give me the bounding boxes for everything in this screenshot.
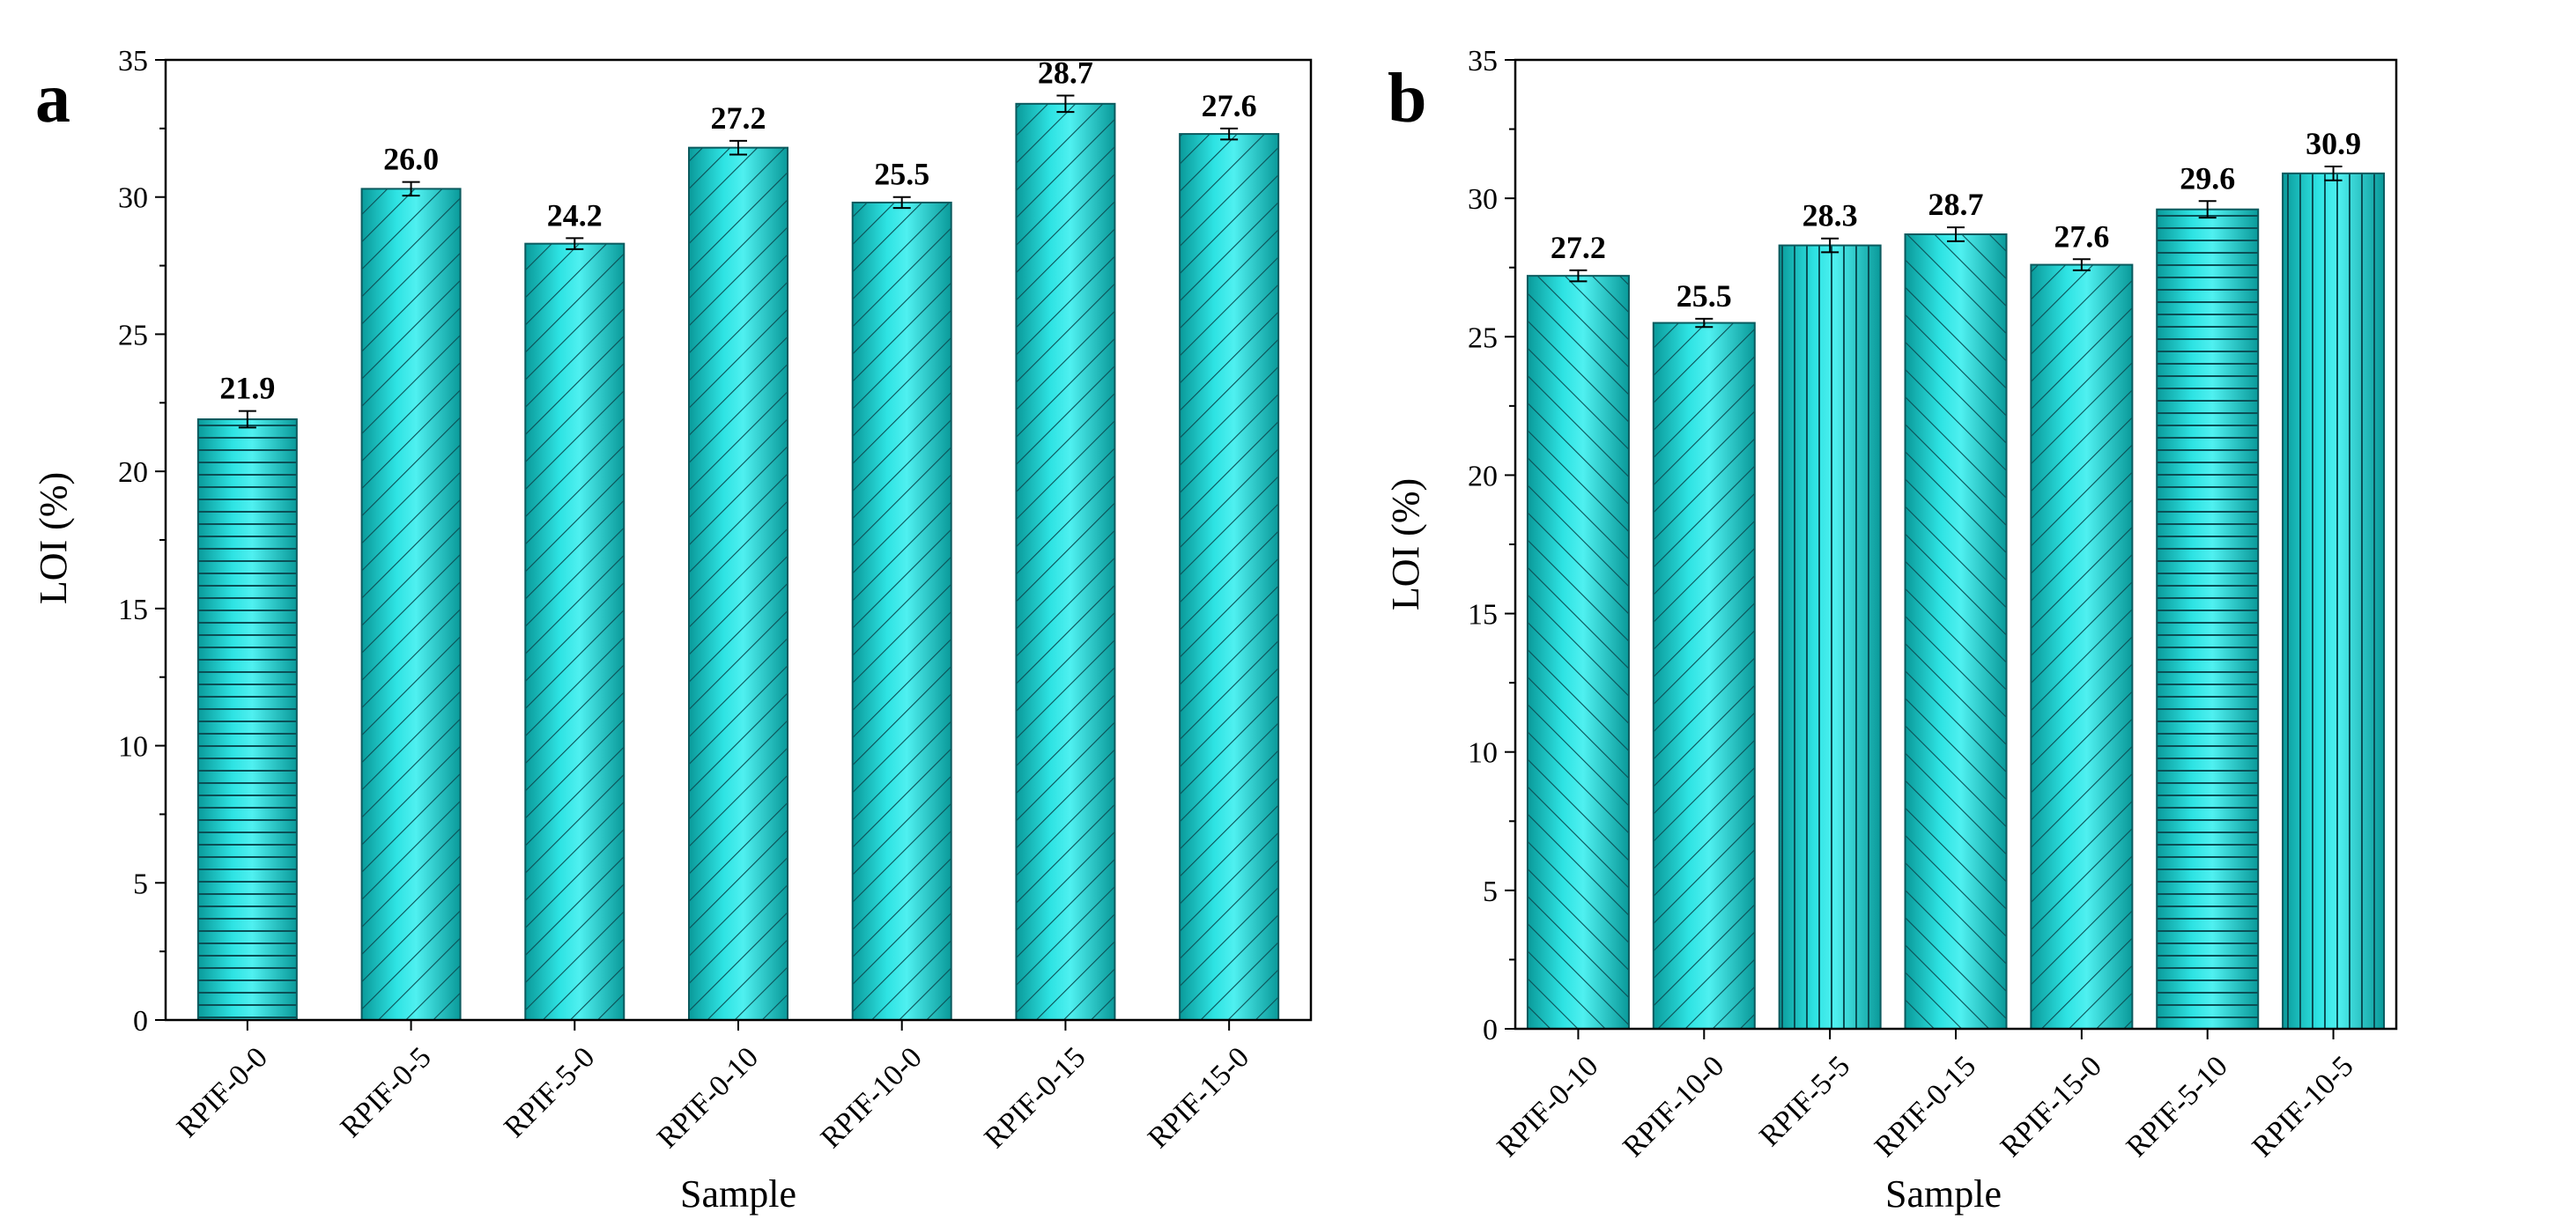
panel-b-bar-5-hatch [2030, 263, 2134, 1031]
panel-b-y-tick-label-5: 5 [1483, 876, 1498, 908]
panel-b-y-tick-label-30: 30 [1468, 183, 1498, 216]
panel-a-y-axis-title: LOI (%) [32, 472, 75, 604]
panel-a-x-tick-label-4: RPIF-0-10 [651, 1041, 765, 1155]
panel-a-x-tick-label-6: RPIF-0-15 [978, 1041, 1092, 1155]
panel-b-data-label-6: 29.6 [2180, 160, 2235, 196]
panel-a-y-tick-label-10: 10 [118, 731, 148, 764]
panel-b-x-tick-label-5: RPIF-15-0 [1995, 1050, 2108, 1164]
panel-a-y-tick-label-0: 0 [133, 1005, 148, 1038]
panel-b-y-tick-label-35: 35 [1468, 45, 1498, 78]
panel-a-y-tick-label-15: 15 [118, 594, 148, 626]
panel-b-y-tick-label-15: 15 [1468, 599, 1498, 632]
panel-b-plot: 27.2 RPIF-0-10 25.5 RPIF-10-0 28.3 RPIF-5-5 28… [1468, 45, 2398, 1164]
panel-b-data-label-1: 27.2 [1551, 230, 1606, 265]
panel-a-x-tick-label-5: RPIF-10-0 [815, 1041, 929, 1155]
panel-a-label: a [35, 60, 70, 137]
panel-b-x-tick-label-2: RPIF-10-0 [1617, 1050, 1730, 1164]
panel-b-y-tick-label-25: 25 [1468, 322, 1498, 354]
panel-a-data-label-1: 21.9 [219, 371, 275, 406]
panel-a-x-axis-title: Sample [680, 1172, 796, 1216]
panel-a-bar-5-hatch [851, 201, 952, 1021]
panel-b-bar-6-hatch [2156, 208, 2260, 1030]
panel-a-data-label-5: 25.5 [874, 157, 929, 192]
panel-b-y-tick-label-10: 10 [1468, 737, 1498, 770]
panel-b-bar-3-hatch [1778, 244, 1882, 1031]
panel-a-bar-3-hatch [524, 242, 625, 1021]
panel-a-data-label-2: 26.0 [383, 142, 439, 177]
panel-a-x-tick-label-1: RPIF-0-0 [171, 1041, 274, 1144]
panel-a-bar-4-hatch [688, 146, 788, 1021]
panel-a-y-tick-label-25: 25 [118, 319, 148, 351]
panel-a-bar-7-hatch [1179, 133, 1280, 1022]
chart-panel-b: b Sample LOI (%) 27.2 RPIF-0-10 25.5 RPIF-1… [1384, 45, 2398, 1216]
panel-b-data-label-2: 25.5 [1677, 278, 1732, 314]
panel-b-bar-1-hatch [1526, 275, 1630, 1030]
panel-a-y-tick-label-5: 5 [133, 868, 148, 900]
panel-b-data-label-5: 27.6 [2054, 218, 2109, 254]
panel-b-x-tick-label-1: RPIF-0-10 [1491, 1050, 1604, 1164]
panel-b-bar-7-hatch [2282, 172, 2386, 1031]
chart-panel-a: a Sample LOI (%) 21.9 RPIF-0-0 26.0 RPIF-0-… [32, 45, 1313, 1216]
panel-a-bar-1-hatch [196, 418, 298, 1021]
panel-b-data-label-4: 28.7 [1928, 187, 1984, 222]
panel-a-bar-6-hatch [1015, 102, 1116, 1021]
panel-b-data-label-7: 30.9 [2306, 126, 2361, 161]
panel-a-y-tick-label-35: 35 [118, 45, 148, 78]
panel-b-plot-frame [1514, 58, 2398, 1031]
panel-a-bar-2-hatch [360, 188, 462, 1022]
panel-b-x-tick-label-7: RPIF-10-5 [2247, 1050, 2360, 1164]
panel-a-x-tick-label-7: RPIF-15-0 [1142, 1041, 1255, 1155]
panel-a-y-tick-label-20: 20 [118, 456, 148, 489]
panel-b-x-tick-label-3: RPIF-5-5 [1753, 1050, 1856, 1153]
panel-a-data-label-4: 27.2 [711, 100, 766, 136]
panel-b-y-tick-label-20: 20 [1468, 460, 1498, 492]
panel-a-x-tick-label-2: RPIF-0-5 [335, 1041, 438, 1144]
panel-a-x-tick-label-3: RPIF-5-0 [498, 1041, 601, 1144]
panel-b-bar-4-hatch [1904, 233, 2008, 1030]
panel-a-plot: 21.9 RPIF-0-0 26.0 RPIF-0-5 24.2 RPIF-5-0 27.2… [118, 45, 1313, 1155]
panel-b-label: b [1388, 60, 1427, 137]
panel-a-data-label-3: 24.2 [547, 197, 603, 233]
panel-b-bar-2-hatch [1652, 322, 1756, 1031]
panel-a-y-tick-label-30: 30 [118, 182, 148, 215]
panel-b-x-tick-label-4: RPIF-0-15 [1869, 1050, 1982, 1164]
panel-b-data-label-3: 28.3 [1802, 198, 1858, 233]
panel-b-y-axis-title: LOI (%) [1384, 478, 1427, 610]
panel-b-y-tick-label-0: 0 [1483, 1014, 1498, 1046]
panel-a-plot-frame [164, 58, 1313, 1022]
panel-b-x-axis-title: Sample [1885, 1172, 2002, 1216]
panel-b-x-tick-label-6: RPIF-5-10 [2121, 1050, 2234, 1164]
panel-a-data-label-7: 27.6 [1202, 88, 1257, 123]
